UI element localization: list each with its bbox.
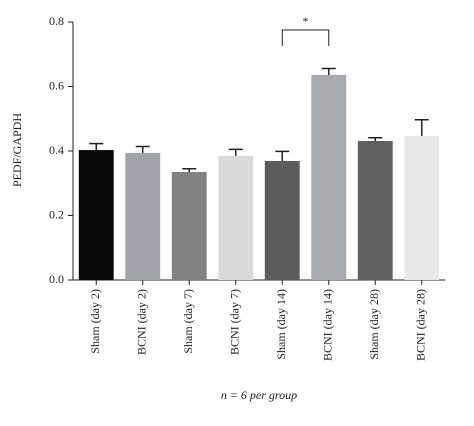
error-bar xyxy=(368,137,383,142)
x-tick-label: BCNI (day 28) xyxy=(414,289,428,361)
x-axis-label: n = 6 per group xyxy=(221,388,297,402)
y-tick-label: 0.2 xyxy=(49,207,64,221)
x-tick-label: Sham (day 7) xyxy=(181,289,195,354)
error-bar xyxy=(182,167,197,172)
bar xyxy=(311,74,347,280)
error-bar xyxy=(321,67,336,75)
error-bar xyxy=(228,148,243,156)
y-tick-label: 0.8 xyxy=(49,14,64,28)
x-tick-label: Sham (day 14) xyxy=(274,289,288,360)
error-bar xyxy=(275,150,290,161)
y-axis-label: PEDF/GAPDH xyxy=(10,113,24,187)
error-bar xyxy=(414,118,429,136)
bar xyxy=(357,141,393,280)
bar xyxy=(125,152,161,280)
bar xyxy=(264,160,300,280)
y-tick-label: 0.4 xyxy=(49,143,64,157)
y-tick-label: 0.0 xyxy=(49,272,64,286)
x-tick-label: BCNI (day 7) xyxy=(228,289,242,355)
error-bar xyxy=(135,145,150,153)
bar xyxy=(218,155,254,280)
bar xyxy=(404,135,440,280)
x-tick-label: BCNI (day 2) xyxy=(135,289,149,355)
bar xyxy=(78,150,114,280)
y-tick-label: 0.6 xyxy=(49,78,64,92)
error-bar xyxy=(89,142,104,151)
x-tick-label: BCNI (day 14) xyxy=(321,289,335,361)
x-tick-label: Sham (day 28) xyxy=(367,289,381,360)
significance-marker: * xyxy=(303,14,309,28)
significance-bracket xyxy=(281,29,330,46)
bar xyxy=(171,171,207,280)
x-tick-label: Sham (day 2) xyxy=(88,289,102,354)
